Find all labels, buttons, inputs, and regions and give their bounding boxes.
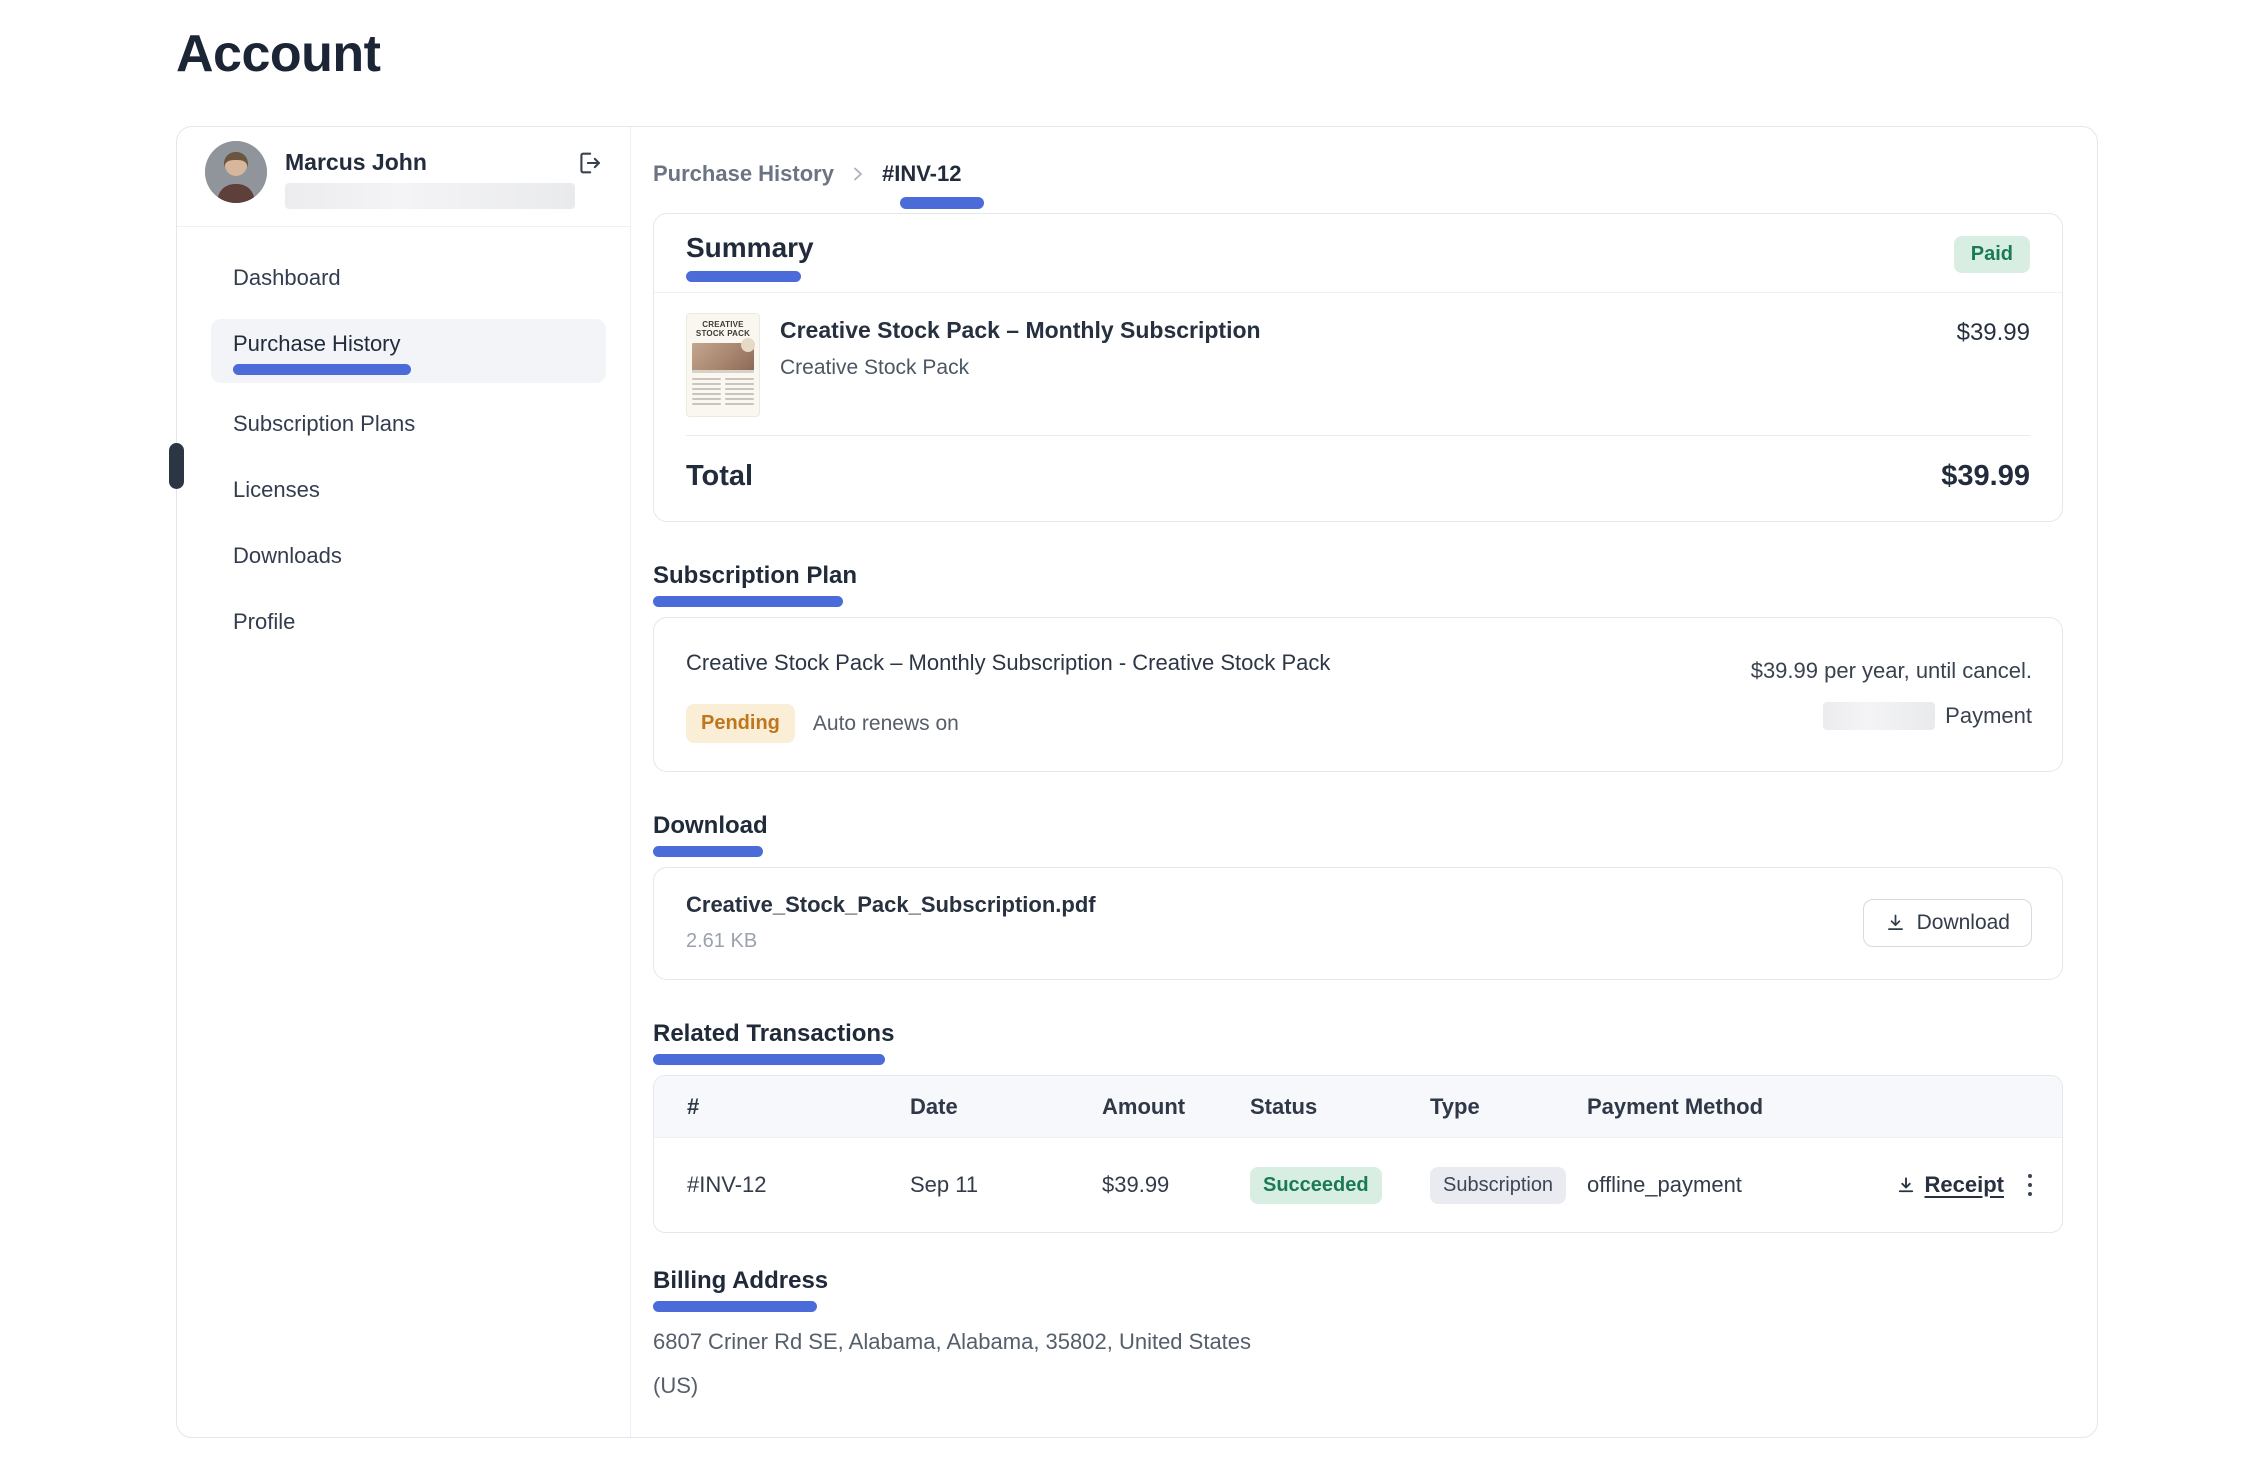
receipt-label: Receipt xyxy=(1924,1172,2004,1197)
chevron-right-icon xyxy=(850,166,866,182)
plan-price-text: $39.99 per year, until cancel. xyxy=(1750,658,2032,683)
paid-status-badge: Paid xyxy=(1953,236,2030,273)
sidebar-item-label: Dashboard xyxy=(233,265,341,290)
table-header-row: # Date Amount Status Type Payment Method xyxy=(654,1076,2062,1138)
thumbnail-badge-circle xyxy=(741,338,755,352)
user-section: Marcus John xyxy=(177,127,630,227)
row-actions: Receipt xyxy=(1896,1138,2038,1232)
divider xyxy=(686,435,2030,436)
user-name: Marcus John xyxy=(285,149,427,175)
sidebar-item-profile[interactable]: Profile xyxy=(211,597,606,647)
avatar-photo xyxy=(205,141,267,203)
sidebar-item-label: Downloads xyxy=(233,543,342,568)
sidebar-item-dashboard[interactable]: Dashboard xyxy=(211,253,606,303)
subscription-plan-heading: Subscription Plan xyxy=(653,562,858,589)
sidebar-item-purchase-history[interactable]: Purchase History xyxy=(211,319,606,383)
redacted-email xyxy=(285,183,575,209)
column-header-type: Type xyxy=(1430,1093,1480,1119)
file-name: Creative_Stock_Pack_Subscription.pdf xyxy=(686,892,1096,917)
breadcrumb-current-invoice: #INV-12 xyxy=(882,161,984,209)
product-thumbnail: CREATIVE STOCK PACK xyxy=(686,313,760,417)
total-value: $39.99 xyxy=(1941,460,2030,492)
download-icon xyxy=(1887,914,1903,930)
column-header-amount: Amount xyxy=(1102,1093,1186,1119)
redacted-payment-method xyxy=(1823,702,1936,730)
download-icon xyxy=(1898,1177,1913,1193)
kebab-menu-icon[interactable] xyxy=(2022,1168,2038,1202)
column-header-payment-method: Payment Method xyxy=(1587,1093,1764,1119)
accent-underline xyxy=(653,596,843,607)
active-nav-indicator xyxy=(169,443,184,489)
type-badge: Subscription xyxy=(1430,1166,1567,1204)
accent-underline xyxy=(653,1301,817,1312)
product-price: $39.99 xyxy=(1956,319,2030,346)
logout-button[interactable] xyxy=(574,149,604,179)
sidebar: Marcus John Dashboard Purchase History S xyxy=(169,127,631,1437)
sidebar-item-label: Licenses xyxy=(233,477,320,502)
accent-underline xyxy=(653,1054,885,1065)
cell-invoice-id: #INV-12 xyxy=(687,1172,767,1197)
cell-date: Sep 11 xyxy=(910,1172,979,1197)
sidebar-item-label: Profile xyxy=(233,609,296,634)
accent-underline xyxy=(653,846,763,857)
avatar xyxy=(205,141,267,203)
billing-address-line2: (US) xyxy=(653,1373,699,1398)
plan-name: Creative Stock Pack – Monthly Subscripti… xyxy=(686,650,1331,675)
thumbnail-text-lines xyxy=(692,378,754,408)
accent-underline xyxy=(686,271,801,282)
total-label: Total xyxy=(686,460,754,492)
auto-renew-text: Auto renews on xyxy=(812,711,959,735)
receipt-link[interactable]: Receipt xyxy=(1896,1172,2004,1198)
transactions-table: # Date Amount Status Type Payment Method… xyxy=(653,1075,2063,1233)
column-header-date: Date xyxy=(910,1093,958,1119)
accent-underline xyxy=(233,364,411,375)
file-size: 2.61 KB xyxy=(686,930,758,952)
product-info: Creative Stock Pack – Monthly Subscripti… xyxy=(780,313,1261,417)
sidebar-item-subscription-plans[interactable]: Subscription Plans xyxy=(211,399,606,449)
sidebar-item-label: Purchase History xyxy=(233,331,401,356)
main-content: Purchase History #INV-12 Summary Paid CR… xyxy=(631,127,2097,1437)
account-panel: Marcus John Dashboard Purchase History S xyxy=(169,126,2098,1438)
download-heading: Download xyxy=(653,812,768,839)
download-button-label: Download xyxy=(1916,910,2010,934)
plan-status-row: Pending Auto renews on xyxy=(686,704,1330,743)
sidebar-item-downloads[interactable]: Downloads xyxy=(211,531,606,581)
billing-address-line1: 6807 Criner Rd SE, Alabama, Alabama, 358… xyxy=(653,1329,1252,1354)
file-info: Creative_Stock_Pack_Subscription.pdf 2.6… xyxy=(686,892,1096,953)
page-title: Account xyxy=(176,25,381,83)
product-subtitle: Creative Stock Pack xyxy=(780,356,970,379)
cell-payment-method: offline_payment xyxy=(1587,1172,1742,1197)
column-header-status: Status xyxy=(1250,1093,1318,1119)
subscription-plan-card: Creative Stock Pack – Monthly Subscripti… xyxy=(653,617,2063,772)
succeeded-status-badge: Succeeded xyxy=(1250,1166,1382,1204)
table-row: #INV-12 Sep 11 $39.99 Succeeded Subscrip… xyxy=(654,1138,2062,1232)
breadcrumb-purchase-history[interactable]: Purchase History xyxy=(653,161,834,186)
user-info: Marcus John xyxy=(285,141,604,226)
summary-header: Summary Paid xyxy=(654,214,2062,293)
column-header-id: # xyxy=(687,1093,700,1119)
summary-card: Summary Paid CREATIVE STOCK PACK Creativ… xyxy=(653,213,2063,522)
plan-right: $39.99 per year, until cancel. Payment xyxy=(1751,644,2032,743)
breadcrumb: Purchase History #INV-12 xyxy=(653,159,2063,209)
order-item-row: CREATIVE STOCK PACK Creative Stock Pack … xyxy=(654,293,2062,435)
sidebar-item-label: Subscription Plans xyxy=(233,411,416,436)
accent-underline xyxy=(899,197,984,209)
download-button[interactable]: Download xyxy=(1862,898,2032,947)
billing-address-heading: Billing Address xyxy=(653,1267,829,1294)
plan-payment-row: Payment xyxy=(1751,702,2032,730)
pending-status-badge: Pending xyxy=(686,704,795,743)
product-title: Creative Stock Pack – Monthly Subscripti… xyxy=(780,317,1261,343)
sidebar-item-licenses[interactable]: Licenses xyxy=(211,465,606,515)
plan-left: Creative Stock Pack – Monthly Subscripti… xyxy=(686,644,1330,743)
logout-icon xyxy=(580,152,600,174)
download-card: Creative_Stock_Pack_Subscription.pdf 2.6… xyxy=(653,867,2063,980)
related-transactions-heading: Related Transactions xyxy=(653,1020,895,1047)
cell-amount: $39.99 xyxy=(1102,1172,1170,1197)
summary-title: Summary xyxy=(686,232,814,263)
payment-text: Payment xyxy=(1945,703,2032,728)
sidebar-nav: Dashboard Purchase History Subscription … xyxy=(177,227,630,647)
total-row: Total $39.99 xyxy=(654,436,2062,521)
